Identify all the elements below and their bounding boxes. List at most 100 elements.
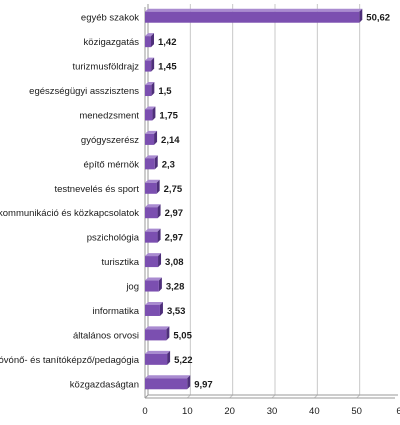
value-label-egeszsegugyi-asszisztens: 1,5 — [158, 86, 172, 97]
x-tick-label: 10 — [182, 406, 193, 417]
bars — [145, 8, 363, 390]
bar-side-face — [157, 228, 161, 243]
category-label-turisztika: turisztika — [102, 257, 140, 268]
category-label-jog: jog — [125, 282, 139, 293]
bar-front-face — [145, 182, 157, 194]
bar-side-face — [359, 8, 363, 23]
x-tick-label: 30 — [267, 406, 278, 417]
value-labels: 50,62 1,42 1,45 1,5 1,75 2,14 2,3 2,75 2,97 2,97 3… — [158, 13, 390, 391]
bar-side-face — [159, 301, 163, 316]
value-label-jog: 3,28 — [166, 282, 185, 293]
bar-front-face — [145, 85, 152, 97]
bar-side-face — [154, 155, 158, 170]
value-label-gyogyszeresz: 2,14 — [161, 135, 180, 146]
value-label-kommunikacio-es-kozkapcsolatok: 2,97 — [165, 208, 184, 219]
bar-side-face — [167, 350, 171, 365]
bar-front-face — [145, 329, 167, 341]
category-label-informatika: informatika — [93, 306, 140, 317]
bar-top-face — [145, 57, 155, 61]
bar-top-face — [145, 253, 162, 257]
x-tick-label: 20 — [224, 406, 235, 417]
bar-gyogyszeresz — [145, 130, 158, 145]
bar-front-face — [145, 133, 155, 145]
bar-top-face — [145, 130, 158, 134]
bar-side-face — [166, 326, 170, 341]
value-label-epito-mernok: 2,3 — [162, 159, 175, 170]
value-label-informatika: 3,53 — [167, 306, 186, 317]
bar-pszichologia — [145, 228, 161, 243]
value-label-kozigazgatas: 1,42 — [158, 37, 177, 48]
bar-kozigazgatas — [145, 33, 155, 48]
bar-side-face — [187, 375, 191, 390]
bar-side-face — [156, 179, 160, 194]
bar-side-face — [158, 277, 162, 292]
category-label-testneveles-es-sport: testnevelés és sport — [55, 184, 140, 195]
bar-kozgazdasagtan — [145, 375, 191, 390]
category-label-egeszsegugyi-asszisztens: egészségügyi asszisztens — [29, 86, 139, 97]
bar-front-face — [145, 378, 188, 390]
bar-front-face — [145, 60, 152, 72]
bar-testneveles-es-sport — [145, 179, 160, 194]
x-tick-label: 40 — [309, 406, 320, 417]
value-label-egyeb-szakok: 50,62 — [366, 13, 390, 24]
bar-top-face — [145, 301, 163, 305]
bar-front-face — [145, 231, 158, 243]
bar-side-face — [151, 82, 155, 97]
bar-top-face — [145, 204, 161, 208]
bar-top-face — [145, 155, 158, 159]
bar-epito-mernok — [145, 155, 158, 170]
bar-front-face — [145, 158, 155, 170]
bar-front-face — [145, 36, 152, 48]
category-label-kozgazdasagtan: közgazdaságtan — [70, 379, 139, 390]
bar-top-face — [145, 326, 170, 330]
x-tick-label: 0 — [142, 406, 147, 417]
bar-egyeb-szakok — [145, 8, 363, 23]
bar-jog — [145, 277, 162, 292]
category-label-kozigazgatas: közigazgatás — [84, 37, 140, 48]
bar-turisztika — [145, 253, 162, 268]
category-label-pszichologia: pszichológia — [87, 233, 140, 244]
x-tick-label: 50 — [351, 406, 362, 417]
category-label-egyeb-szakok: egyéb szakok — [81, 13, 139, 24]
bar-top-face — [145, 277, 162, 281]
category-label-gyogyszeresz: gyógyszerész — [81, 135, 139, 146]
bar-turizmusfoldrajz — [145, 57, 155, 72]
bar-front-face — [145, 256, 159, 268]
x-tick-label: 6 — [396, 406, 400, 417]
value-label-turizmusfoldrajz: 1,45 — [158, 62, 177, 73]
bar-side-face — [151, 57, 155, 72]
bar-top-face — [145, 106, 156, 110]
bar-top-face — [145, 82, 155, 86]
bar-top-face — [145, 8, 363, 12]
x-tick-labels: 0 10 20 30 40 50 6 — [142, 406, 400, 417]
category-label-kommunikacio-es-kozkapcsolatok: kommunikáció és közkapcsolatok — [0, 208, 139, 219]
value-label-turisztika: 3,08 — [165, 257, 184, 268]
bar-informatika — [145, 301, 163, 316]
value-label-menedzsment: 1,75 — [159, 110, 178, 121]
value-label-kozgazdasagtan: 9,97 — [194, 379, 213, 390]
category-label-turizmusfoldrajz: turizmusföldrajz — [72, 62, 139, 73]
bar-front-face — [145, 109, 153, 121]
bar-egeszsegugyi-asszisztens — [145, 82, 155, 97]
bar-front-face — [145, 11, 360, 23]
bar-front-face — [145, 304, 160, 316]
category-label-ovono-es-tanitokepzo-pedagogia: óvónő- és tanítóképző/pedagógia — [0, 355, 140, 366]
category-label-menedzsment: menedzsment — [79, 110, 139, 121]
value-label-testneveles-es-sport: 2,75 — [164, 184, 183, 195]
bar-front-face — [145, 353, 168, 365]
bar-top-face — [145, 375, 191, 379]
bar-top-face — [145, 350, 171, 354]
bar-side-face — [152, 106, 156, 121]
bar-altalanos-orvosi — [145, 326, 170, 341]
bar-top-face — [145, 33, 155, 37]
bar-ovono-es-tanitokepzo-pedagogia — [145, 350, 171, 365]
value-label-ovono-es-tanitokepzo-pedagogia: 5,22 — [174, 355, 193, 366]
bar-kommunikacio-es-kozkapcsolatok — [145, 204, 161, 219]
category-label-altalanos-orvosi: általános orvosi — [73, 330, 139, 341]
bar-side-face — [154, 130, 158, 145]
value-label-pszichologia: 2,97 — [165, 233, 184, 244]
bar-menedzsment — [145, 106, 156, 121]
bar-front-face — [145, 207, 158, 219]
axis-corner — [144, 394, 149, 399]
